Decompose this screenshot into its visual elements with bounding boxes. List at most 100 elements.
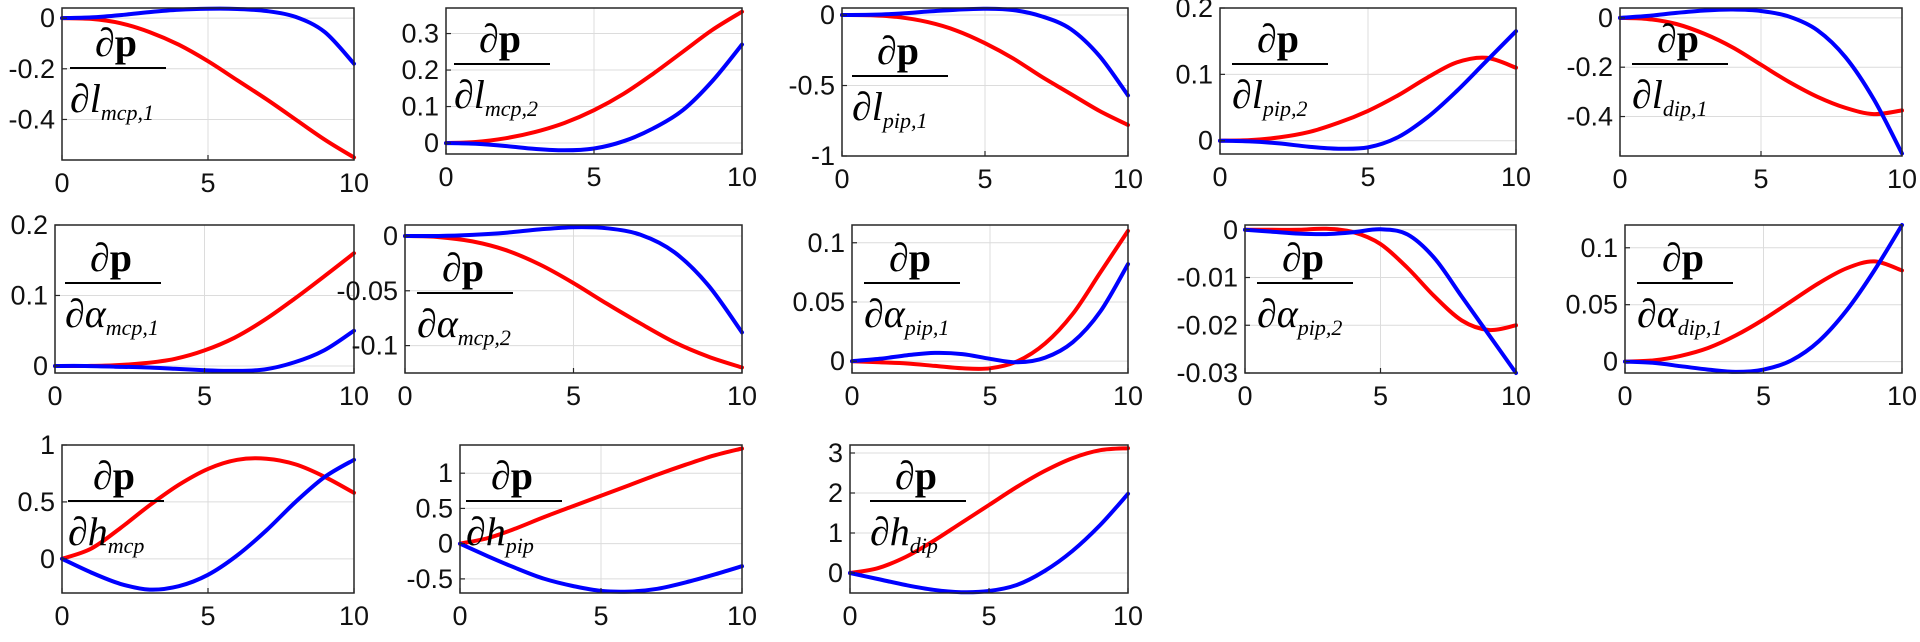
label-numerator-partial: ∂ (1257, 16, 1277, 61)
label-denominator-subscript: pip,1 (881, 108, 928, 133)
y-tick-label: 0 (1223, 215, 1238, 245)
derivative-label: ∂p ∂ldip,1 (1632, 16, 1728, 121)
label-denominator-subscript: dip,1 (1663, 96, 1708, 121)
y-tick-label: 0.1 (1580, 233, 1618, 263)
y-tick-label: 0 (40, 3, 55, 33)
x-tick-label: 10 (339, 381, 369, 411)
x-tick-label: 5 (1373, 381, 1388, 411)
y-tick-label: 0 (438, 529, 453, 559)
label-numerator-p: p (110, 235, 132, 280)
label-numerator-partial: ∂ (895, 453, 915, 498)
label-denominator: ∂lpip,1 (852, 84, 928, 133)
red-series-line (848, 446, 1130, 575)
y-tick-label: 0.05 (792, 287, 845, 317)
label-numerator-partial: ∂ (442, 245, 462, 290)
label-numerator-partial: ∂ (1657, 16, 1677, 61)
x-tick-label: 5 (977, 164, 992, 194)
x-tick-label: 5 (566, 381, 581, 411)
y-tick-label: 0 (383, 221, 398, 251)
label-numerator-p: p (909, 235, 931, 280)
x-tick-label: 10 (1113, 164, 1143, 194)
derivative-label: ∂p∂hdip (870, 453, 966, 558)
derivative-label: ∂p∂αdip,1 (1637, 235, 1733, 340)
label-denominator-partial: ∂ (1257, 291, 1277, 336)
label-denominator: ∂lmcp,2 (454, 72, 538, 121)
label-denominator-partial: ∂ (864, 291, 884, 336)
label-numerator-partial: ∂ (1282, 235, 1302, 280)
y-tick-label: 0 (33, 351, 48, 381)
x-tick-label: 0 (452, 601, 467, 631)
label-denominator-variable: α (85, 291, 107, 336)
label-denominator: ∂lmcp,1 (70, 76, 154, 125)
red-series-line (840, 13, 1130, 127)
label-denominator: ∂hmcp (68, 509, 144, 558)
label-denominator-variable: α (437, 301, 459, 346)
x-tick-label: 0 (47, 381, 62, 411)
y-tick-label: 0 (1598, 3, 1613, 33)
y-tick-label: 0.05 (1565, 290, 1618, 320)
blue-series-line (850, 262, 1130, 365)
label-numerator-p: p (113, 453, 135, 498)
y-tick-label: -0.5 (406, 564, 453, 594)
label-numerator: ∂p (1657, 16, 1699, 61)
label-numerator-partial: ∂ (877, 28, 897, 73)
label-denominator-partial: ∂ (466, 509, 486, 554)
label-denominator-partial: ∂ (852, 84, 872, 129)
label-numerator-p: p (499, 16, 521, 61)
label-denominator-partial: ∂ (65, 291, 85, 336)
derivative-label: ∂p∂lpip,1 (852, 28, 948, 133)
y-tick-label: -0.05 (336, 276, 398, 306)
label-denominator: ∂ldip,1 (1632, 72, 1708, 121)
x-tick-label: 0 (1212, 162, 1227, 192)
y-tick-label: -0.4 (1566, 102, 1613, 132)
x-tick-label: 5 (1360, 162, 1375, 192)
derivative-label: ∂p ∂hmcp (68, 453, 164, 558)
subplot-3: 0 5 100-0.5-1∂p∂lpip,1 (788, 0, 1143, 194)
label-numerator-p: p (1682, 235, 1704, 280)
label-numerator: ∂p (1282, 235, 1324, 280)
label-denominator-subscript: pip,1 (903, 315, 950, 340)
label-numerator-partial: ∂ (1662, 235, 1682, 280)
blue-series-line (1243, 227, 1518, 375)
x-tick-label: 0 (54, 601, 69, 631)
derivative-label: ∂p∂αpip,1 (864, 235, 960, 340)
x-tick-label: 0 (834, 164, 849, 194)
y-tick-label: -0.2 (8, 54, 55, 84)
label-numerator: ∂p (1662, 235, 1704, 280)
x-tick-label: 10 (1501, 162, 1531, 192)
label-denominator: ∂αpip,2 (1257, 291, 1342, 340)
x-tick-label: 5 (982, 381, 997, 411)
y-tick-label: 0 (1603, 347, 1618, 377)
x-tick-label: 5 (981, 601, 996, 631)
label-denominator-variable: α (1277, 291, 1299, 336)
label-numerator-partial: ∂ (93, 453, 113, 498)
label-denominator-variable: l (90, 76, 101, 121)
label-numerator-p: p (1302, 235, 1324, 280)
subplot-1: 0 5 100-0.2-0.4∂p∂lmcp,1 (8, 3, 369, 198)
label-denominator-variable: α (884, 291, 906, 336)
label-denominator-partial: ∂ (1637, 291, 1657, 336)
x-tick-label: 0 (438, 162, 453, 192)
y-tick-label: -0.02 (1176, 310, 1238, 340)
x-tick-label: 10 (1113, 601, 1143, 631)
red-series-line (403, 234, 744, 370)
derivative-label: ∂p∂lmcp,1 (70, 20, 166, 125)
label-numerator: ∂p (90, 235, 132, 280)
label-denominator-subscript: mcp,2 (458, 325, 511, 350)
label-denominator-variable: α (1657, 291, 1679, 336)
label-denominator-variable: l (1252, 72, 1263, 117)
x-tick-label: 10 (1501, 381, 1531, 411)
subplot-5: 0 5 100-0.2-0.4∂p∂ldip,1 (1566, 3, 1917, 194)
red-series-line (60, 16, 356, 160)
x-tick-label: 0 (842, 601, 857, 631)
label-numerator-p: p (115, 20, 137, 65)
derivative-label: ∂p∂αmcp,2 (417, 245, 513, 350)
blue-series-line (444, 42, 744, 153)
